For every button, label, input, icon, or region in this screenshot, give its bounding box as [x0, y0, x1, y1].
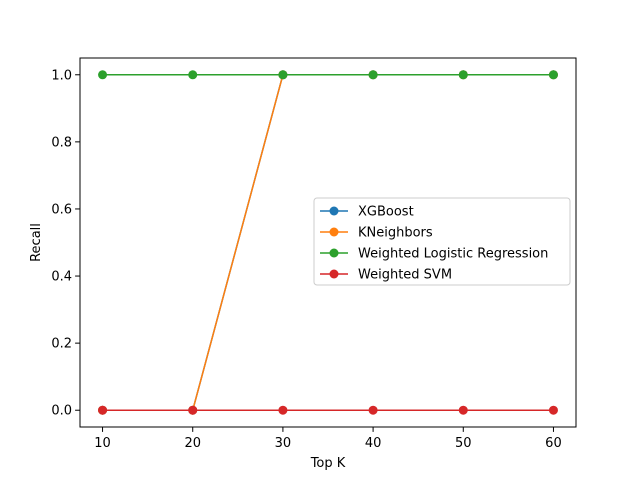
y-tick-label: 0.0: [51, 404, 72, 419]
series-3-point: [188, 70, 198, 80]
series-3-point: [278, 70, 288, 80]
series-4-point: [188, 405, 198, 415]
series-layer: [98, 70, 558, 415]
plot-frame: [79, 57, 577, 428]
series-4-point: [548, 405, 558, 415]
series-3: [98, 70, 558, 80]
x-tick-label: 30: [275, 436, 292, 451]
series-4: [98, 405, 558, 415]
series-3-point: [458, 70, 468, 80]
y-axis-ticks: 0.0 0.2 0.4 0.6 0.8 1.0: [51, 68, 80, 419]
series-4-point: [278, 405, 288, 415]
x-tick-label: 60: [545, 436, 562, 451]
legend: XGBoost KNeighbors Weighted Logistic Regre…: [313, 197, 571, 286]
legend-marker: [329, 248, 339, 258]
x-tick-label: 20: [184, 436, 201, 451]
series-4-point: [98, 405, 108, 415]
y-tick-label: 0.4: [51, 270, 72, 285]
legend-label: XGBoost: [358, 205, 414, 220]
series-4-point: [368, 405, 378, 415]
x-tick-label: 40: [365, 436, 382, 451]
legend-marker: [329, 227, 339, 237]
legend-entry: KNeighbors: [320, 226, 433, 241]
x-tick-label: 50: [455, 436, 472, 451]
legend-entry: Weighted Logistic Regression: [320, 247, 548, 262]
series-3-point: [368, 70, 378, 80]
legend-entry: XGBoost: [320, 205, 414, 220]
series-3-point: [98, 70, 108, 80]
legend-marker: [329, 206, 339, 216]
series-4-point: [458, 405, 468, 415]
legend-label: Weighted SVM: [358, 268, 452, 283]
legend-label: KNeighbors: [358, 226, 433, 241]
y-tick-label: 1.0: [51, 68, 72, 83]
y-axis-label: Recall: [29, 223, 44, 262]
x-axis-label: Top K: [310, 456, 346, 471]
x-tick-label: 10: [94, 436, 111, 451]
series-3-point: [548, 70, 558, 80]
legend-box: [313, 197, 571, 286]
legend-marker: [329, 269, 339, 279]
legend-label: Weighted Logistic Regression: [358, 247, 548, 262]
x-axis-ticks: 10 20 30 40 50 60: [94, 427, 562, 451]
legend-entry: Weighted SVM: [320, 268, 452, 283]
y-tick-label: 0.2: [51, 337, 72, 352]
y-tick-label: 0.6: [51, 202, 72, 217]
y-tick-label: 0.8: [51, 135, 72, 150]
